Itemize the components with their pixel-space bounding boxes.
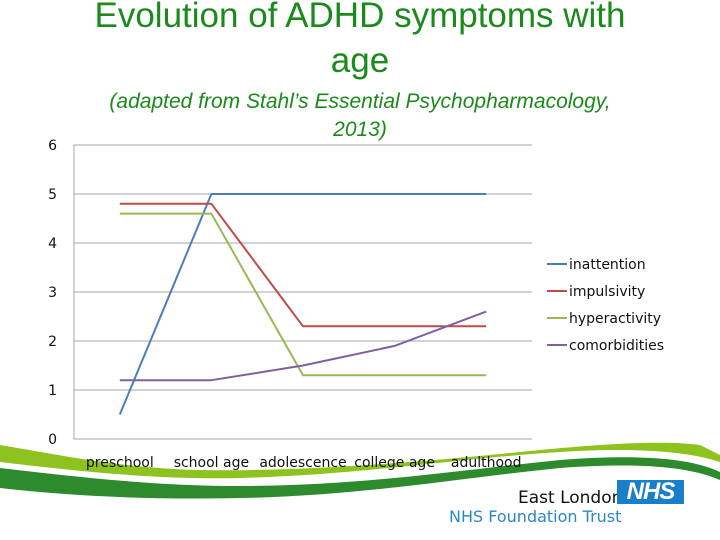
series-line-inattention	[118, 193, 487, 415]
x-category-label: school age	[174, 455, 249, 471]
swoosh-light-band	[0, 442, 720, 479]
slide-subtitle-line-1: (adapted from Stahl’s Essential Psychoph…	[109, 90, 611, 113]
x-axis-categories: preschool school age adolescence college ag…	[86, 455, 522, 471]
x-category-label: college age	[354, 455, 435, 471]
legend-label-comorbidities: comorbidities	[569, 338, 664, 354]
chart-series	[118, 193, 487, 415]
slide-title-line-2: age	[330, 41, 390, 80]
org-name-east-london: East London	[518, 488, 623, 508]
y-tick-label: 1	[48, 383, 57, 399]
x-category-label: adolescence	[259, 455, 346, 471]
x-category-label: preschool	[86, 455, 154, 471]
decorative-swoosh	[0, 442, 720, 499]
chart-legend: inattention impulsivity hyperactivity comor…	[547, 257, 664, 354]
y-tick-label: 4	[48, 236, 57, 252]
y-tick-label: 5	[48, 187, 57, 203]
legend-label-inattention: inattention	[569, 257, 646, 273]
series-line-hyperactivity	[119, 212, 487, 377]
series-line-impulsivity	[119, 202, 487, 328]
slide-subtitle-line-2: 2013)	[333, 118, 387, 141]
y-tick-label: 2	[48, 334, 57, 350]
y-axis-ticks: 0 1 2 3 4 5 6	[48, 138, 57, 448]
legend-label-hyperactivity: hyperactivity	[569, 311, 661, 327]
org-name-foundation-trust: NHS Foundation Trust	[449, 507, 622, 526]
y-tick-label: 6	[48, 138, 57, 154]
chart-gridlines	[73, 144, 532, 440]
nhs-logo: NHS	[617, 480, 684, 504]
legend-label-impulsivity: impulsivity	[569, 284, 645, 300]
x-category-label: adulthood	[451, 455, 522, 471]
swoosh-dark-band	[0, 457, 720, 499]
slide-title-line-1: Evolution of ADHD symptoms with	[94, 0, 626, 35]
series-line-comorbidities	[119, 310, 487, 382]
y-tick-label: 0	[48, 432, 57, 448]
y-tick-label: 3	[48, 285, 57, 301]
